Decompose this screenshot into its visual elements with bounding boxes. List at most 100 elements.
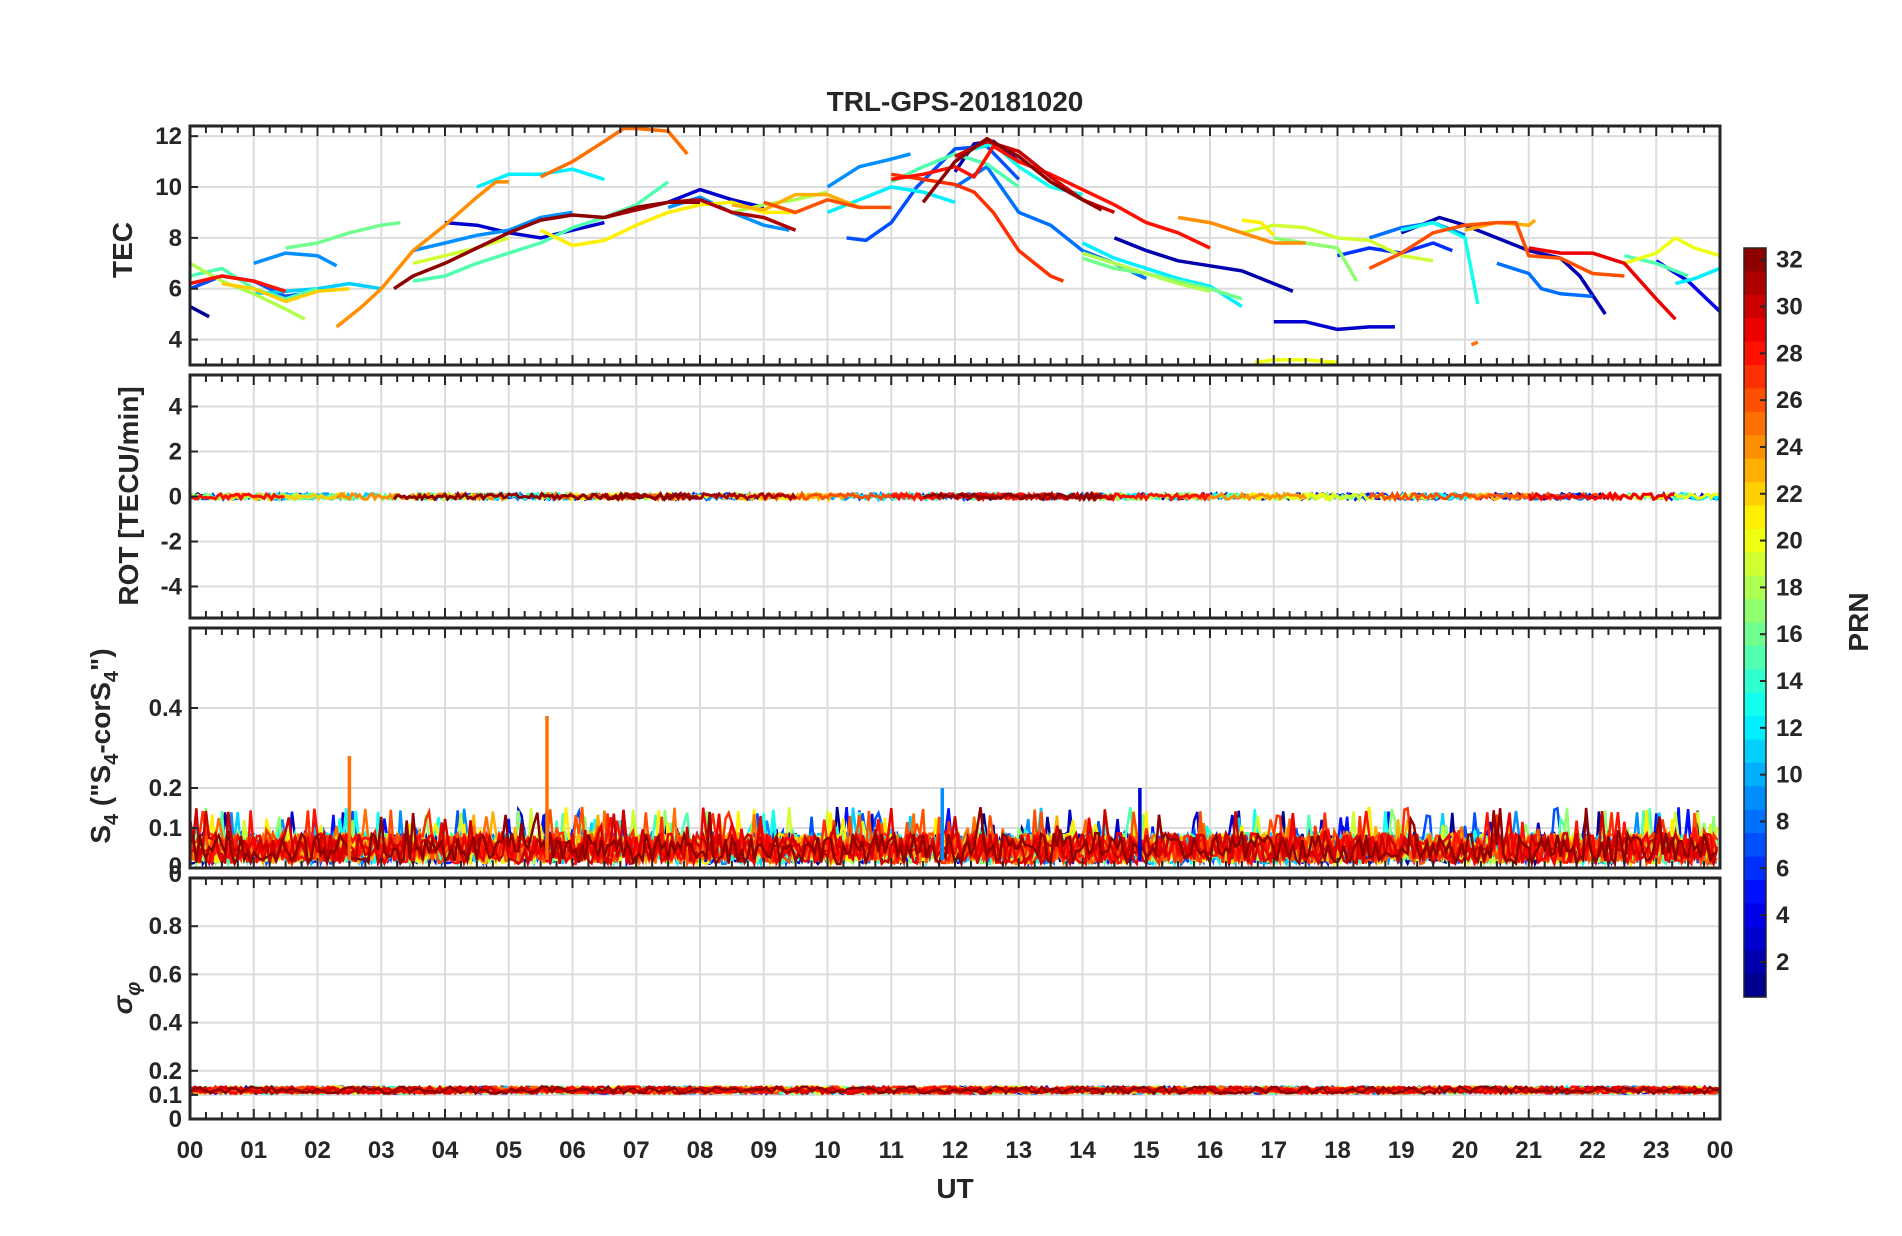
y-tick-label: 0 <box>169 861 182 888</box>
colorbar-tick-label: 30 <box>1776 294 1803 321</box>
colorbar-band <box>1744 669 1766 694</box>
panel-s4-yticks: 00 0.1 0.2 0.4 <box>149 695 198 888</box>
y-tick-label: 0 <box>169 484 182 511</box>
colorbar-band <box>1744 599 1766 624</box>
colorbar-band <box>1744 388 1766 413</box>
y-tick-label: 4 <box>169 327 183 354</box>
s4-label-sub: 4 <box>101 813 123 825</box>
tec-series-prn-19 <box>412 236 510 266</box>
colorbar-tick-label: 14 <box>1776 668 1803 695</box>
tec-series-prn-24 <box>335 180 509 329</box>
panel-s4-frame <box>188 626 1722 870</box>
tec-series-prn-1 <box>190 304 210 319</box>
y-tick-label: 10 <box>155 174 182 201</box>
colorbar-band <box>1744 762 1766 787</box>
x-tick-label: 16 <box>1197 1137 1224 1164</box>
tec-series-prn-28 <box>190 274 287 293</box>
tec-series-prn-29 <box>1528 246 1677 321</box>
s4-label-main: S <box>85 825 116 844</box>
rot-series-prn-28 <box>190 491 285 502</box>
panel-sigma-series <box>190 1084 1720 1096</box>
x-tick-label: 12 <box>942 1137 969 1164</box>
tec-series-prn-25 <box>1470 340 1479 347</box>
colorbar-band <box>1744 879 1766 904</box>
sigma-series-prn-30 <box>190 1084 1720 1096</box>
y-tick-label: 0.1 <box>149 815 182 842</box>
tec-series-prn-18 <box>1081 251 1211 294</box>
x-tick-labels: 00 01 02 03 04 05 06 07 08 09 10 11 12 13 14 15 16 17 18 19… <box>177 1137 1734 1164</box>
panel-s4-ylabel: S4 ("S4-corS4") <box>85 648 123 843</box>
colorbar-tick-label: 26 <box>1776 387 1803 414</box>
panel-tec-series <box>190 126 1720 365</box>
tec-series-prn-24 <box>1177 215 1306 245</box>
panel-sigma-yticks: 00.10.2 0.4 0.6 0.8 <box>149 913 198 1133</box>
x-tick-label: 15 <box>1133 1137 1160 1164</box>
y-tick-label: 0.4 <box>149 1010 183 1037</box>
x-tick-label: 06 <box>559 1137 586 1164</box>
x-tick-label: 07 <box>623 1137 650 1164</box>
tec-series-prn-31 <box>603 197 797 232</box>
s4-series-prn-32 <box>190 807 1717 868</box>
s4-label-sub-3: 4 <box>101 670 123 682</box>
tec-series-prn-12 <box>1674 266 1720 286</box>
x-tick-label: 00 <box>177 1137 204 1164</box>
tec-series-prn-9 <box>826 152 911 189</box>
colorbar-band <box>1744 786 1766 811</box>
s4-label-mid: -corS <box>85 682 116 754</box>
tec-series-prn-26 <box>1368 220 1625 278</box>
tec-series-prn-22 <box>221 281 350 304</box>
x-tick-label: 13 <box>1005 1137 1032 1164</box>
y-tick-label: 0.2 <box>149 1058 182 1085</box>
colorbar-band <box>1744 716 1766 741</box>
y-tick-label: 0.6 <box>149 961 182 988</box>
x-tick-label: 03 <box>368 1137 395 1164</box>
x-tick-label: 22 <box>1579 1137 1606 1164</box>
panel-tec-frame <box>188 124 1722 367</box>
y-tick-label: 2 <box>169 439 182 466</box>
panel-rot: -4 -2 0 2 4 ROT [TECU/min] <box>113 373 1722 620</box>
x-tick-label: 00 <box>1707 1137 1734 1164</box>
y-tick-label: 0 <box>169 853 182 880</box>
panel-rot-yticks: -4 -2 0 2 4 <box>161 394 198 601</box>
tec-series-prn-32 <box>921 136 1103 212</box>
s4-label-sub-2: 4 <box>101 753 123 765</box>
colorbar-band <box>1744 318 1766 343</box>
x-tick-label: 01 <box>240 1137 267 1164</box>
colorbar-tick-label: 6 <box>1776 855 1789 882</box>
x-tick-label: 11 <box>879 1137 904 1164</box>
tec-series-prn-3 <box>444 220 605 240</box>
tec-series-prn-8 <box>1496 261 1593 299</box>
colorbar-band <box>1744 248 1766 273</box>
sigma-label-sub: φ <box>123 982 145 996</box>
rot-series-prn-29 <box>1527 490 1675 502</box>
s4-label-paren-close: ") <box>85 648 116 671</box>
x-tick-label: 19 <box>1388 1137 1415 1164</box>
colorbar-band <box>1744 692 1766 717</box>
colorbar-band <box>1744 973 1766 998</box>
tec-series-prn-19 <box>1241 223 1434 263</box>
colorbar-frame <box>1743 247 1767 998</box>
panel-tec-yticks: 4 6 8 10 12 <box>155 123 198 354</box>
colorbar-tick-label: 32 <box>1776 247 1803 274</box>
x-tick-label: 08 <box>687 1137 714 1164</box>
colorbar-band <box>1744 950 1766 975</box>
panel-s4: 000.10.20.4 S4 ("S4-corS4") <box>85 626 1722 888</box>
colorbar-band <box>1744 622 1766 647</box>
colorbar-band <box>1744 575 1766 600</box>
tec-series-prn-13 <box>1400 220 1480 305</box>
colorbar-label: PRN <box>1843 592 1874 651</box>
colorbar-band <box>1744 552 1766 577</box>
y-tick-label: 0.1 <box>149 1082 182 1109</box>
tec-series-prn-15 <box>890 152 1020 189</box>
colorbar-band <box>1744 645 1766 670</box>
rot-series-prn-13 <box>1400 491 1479 502</box>
panel-sigma-frame <box>188 876 1722 1121</box>
tec-series-prn-16 <box>285 220 401 250</box>
tec-series-prn-27 <box>891 172 1065 283</box>
y-tick-label: 0.4 <box>149 695 183 722</box>
y-tick-label: -4 <box>161 574 183 601</box>
colorbar-tick-label: 28 <box>1776 340 1803 367</box>
colorbar-bands <box>1744 248 1766 998</box>
